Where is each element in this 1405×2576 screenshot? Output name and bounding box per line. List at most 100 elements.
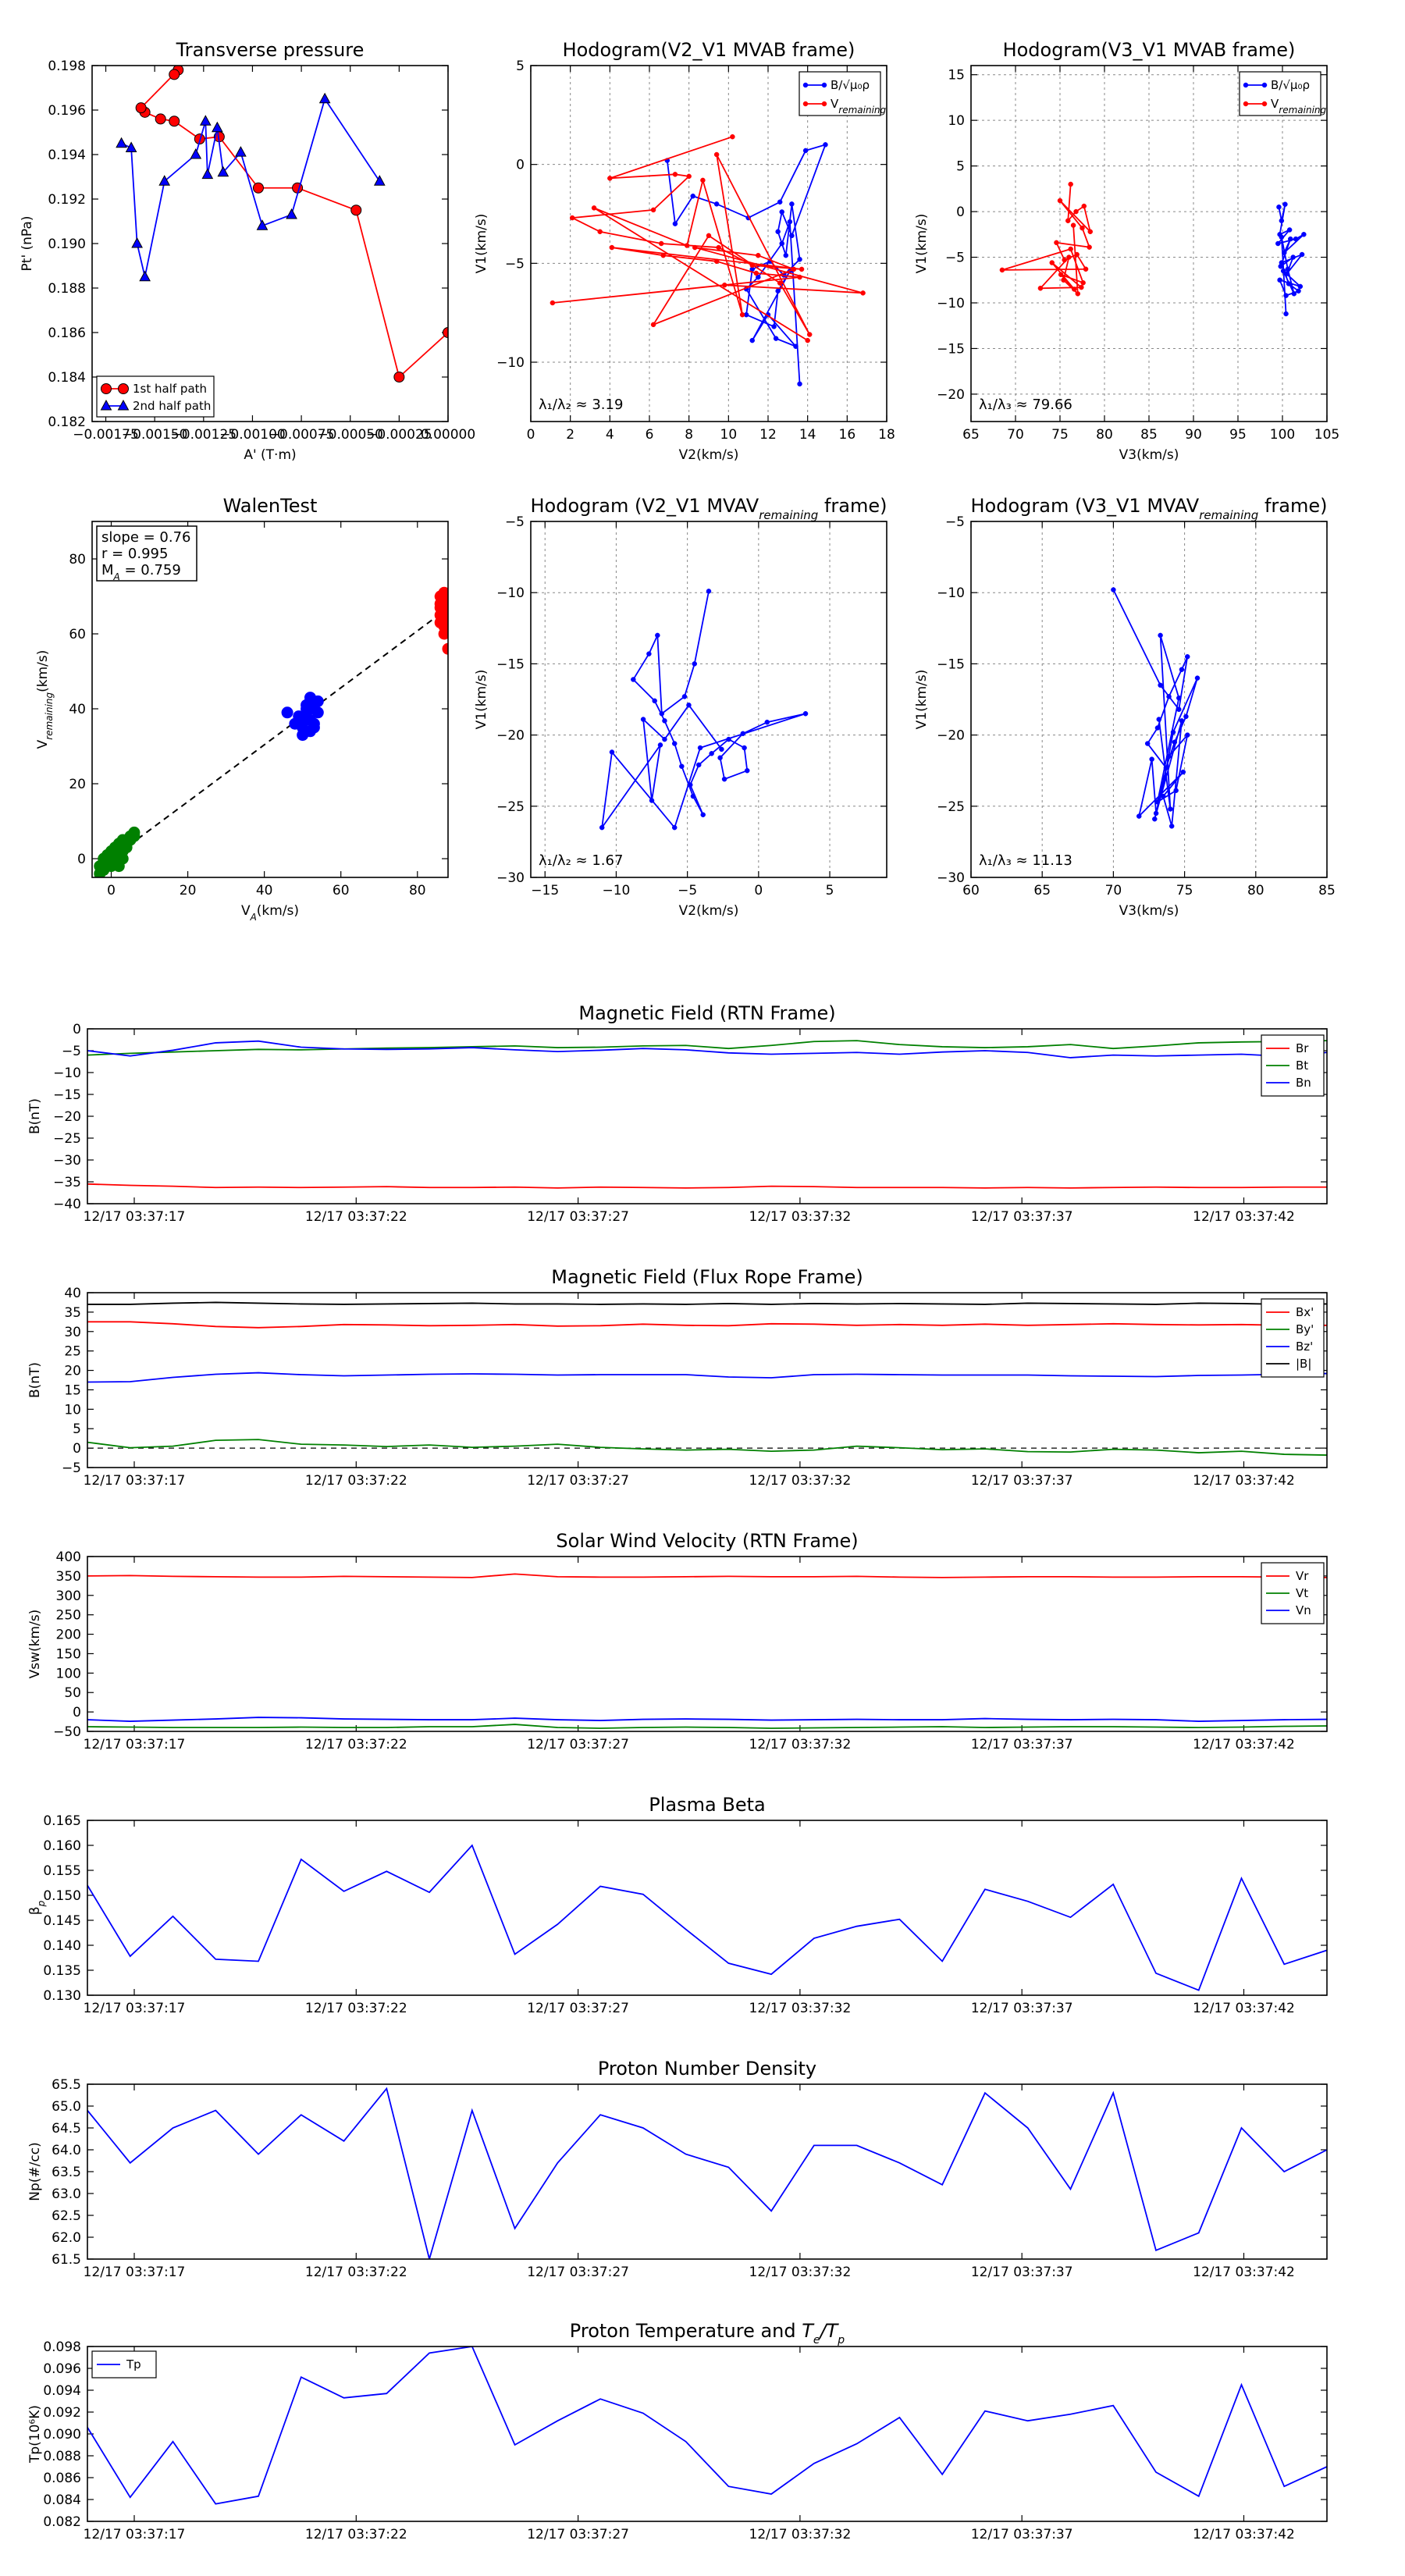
x-tick-label: 6 [646,427,654,443]
chart-title: Hodogram(V2_V1 MVAB frame) [563,39,855,61]
data-point [706,233,712,239]
chart-title: Transverse pressure [176,39,365,61]
data-point [235,146,247,157]
data-point [1075,291,1081,297]
data-point [717,755,723,761]
series-line [1001,183,1092,296]
x-tick-label: 12/17 03:37:27 [527,2001,629,2016]
data-point [393,372,405,382]
x-axis-label: V2(km/s) [679,447,739,463]
x-tick-label: 16 [839,427,856,443]
legend-label: B/√μ₀ρ [1271,78,1310,92]
data-point [1049,260,1055,265]
series-line [140,69,448,379]
data-point [442,642,448,655]
y-tick-label: 100 [56,1666,81,1681]
data-point [805,337,810,343]
x-tick-label: 12/17 03:37:17 [84,2001,186,2016]
data-point [1290,254,1296,260]
data-point [256,219,269,230]
x-tick-label: −15 [531,883,559,898]
data-point [1154,725,1161,731]
data-point [155,113,166,125]
data-point [1054,240,1059,246]
data-point [116,137,127,148]
label-part: (km/s) [257,903,299,919]
legend-label: Bt [1296,1059,1308,1073]
stats-line: slope = 0.76 [101,529,191,546]
x-tick-label: 12/17 03:37:37 [971,1209,1073,1225]
data-point [293,710,305,723]
x-tick-label: 0.00000 [421,427,475,443]
data-point [779,240,784,247]
y-tick-label: 0.094 [43,2383,81,2399]
y-tick-label: 15 [948,68,965,84]
chart-hodo4: Hodogram (V3_V1 MVAVremaining frame) 60 65… [914,495,1336,919]
data-point [773,336,779,341]
series-line-|B| [87,1301,1327,1305]
data-point [679,763,685,769]
data-point [709,751,714,756]
plot-area [94,586,448,877]
plot-area [87,2347,1327,2505]
data-point [1168,824,1175,829]
x-tick-label: 12/17 03:37:32 [749,1473,852,1489]
y-tick-label: 0.192 [48,192,86,208]
label-part: β [27,1906,43,1915]
x-tick-label: 12/17 03:37:17 [84,2265,186,2280]
plot-area [87,1040,1327,1189]
data-point [681,694,688,699]
data-point [671,741,678,746]
x-tick-label: 12/17 03:37:32 [749,1737,852,1752]
x-tick-label: −5 [678,883,697,898]
x-tick-label: 5 [826,883,834,898]
data-point [787,219,793,225]
data-point [1068,181,1073,187]
data-point [1176,706,1182,713]
legend-label: B/√μ₀ρ [831,78,870,92]
data-point [662,718,667,724]
plot-area [116,66,448,382]
x-tick-label: 12/17 03:37:22 [305,2001,407,2016]
data-point [1301,232,1307,237]
title-subscript: p [837,2334,845,2347]
x-tick-label: 60 [962,883,980,898]
data-point [1068,246,1073,252]
y-axis-label: Vsw(km/s) [27,1610,43,1679]
data-point [1083,266,1089,272]
x-tick-label: 0 [527,427,535,443]
data-point [660,252,666,258]
data-point [609,244,615,251]
x-tick-label: 12/17 03:37:32 [749,1209,852,1225]
plot-frame [970,521,1328,878]
data-point [690,193,695,199]
data-point [135,102,147,114]
x-tick-label: 12/17 03:37:42 [1193,1737,1295,1752]
y-tick-label: −40 [53,1197,81,1212]
data-point [1283,311,1289,317]
y-tick-label: −5 [62,1461,81,1476]
legend-box [96,375,215,418]
y-tick-label: −10 [496,585,525,601]
y-tick-label: −10 [937,296,965,311]
series-line-Bx' [87,1321,1327,1329]
data-point [1288,236,1293,242]
data-point [756,274,761,280]
data-point [783,252,789,258]
series-V_remaining [550,133,866,343]
y-tick-label: 65.0 [52,2099,81,2115]
data-point [713,201,720,207]
data-point [1161,775,1168,781]
data-point [1087,244,1092,250]
chart-title: Hodogram (V2_V1 MVAVremaining frame) [531,495,887,522]
data-point [744,767,750,774]
x-tick-label: 12/17 03:37:27 [527,1209,629,1225]
label-subscript: remaining [1279,105,1326,116]
data-point [1179,667,1185,672]
data-point [1170,729,1176,735]
y-tick-label: 62.5 [52,2208,81,2224]
y-tick-label: −5 [945,514,965,530]
y-tick-label: 20 [69,777,86,792]
data-point [721,776,727,782]
y-tick-label: 60 [69,627,86,642]
